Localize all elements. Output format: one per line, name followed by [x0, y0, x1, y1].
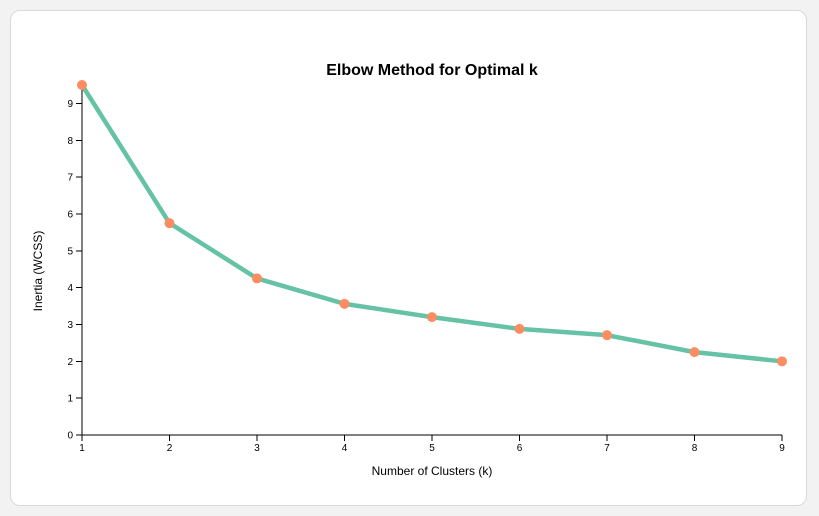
y-tick-label: 7	[67, 173, 73, 184]
plot-area	[77, 80, 787, 367]
data-point[interactable]	[77, 80, 87, 90]
x-tick-label: 2	[167, 443, 173, 454]
data-point[interactable]	[514, 323, 525, 334]
data-point[interactable]	[427, 312, 437, 323]
x-tick-label: 4	[342, 443, 348, 454]
x-tick-label: 7	[604, 443, 610, 454]
y-tick-label: 0	[67, 431, 73, 442]
y-tick-label: 6	[67, 209, 73, 220]
y-tick-label: 4	[67, 283, 73, 294]
elbow-chart: Elbow Method for Optimal k Number of Clu…	[31, 62, 787, 478]
y-tick-label: 9	[67, 99, 73, 110]
data-point[interactable]	[602, 330, 612, 341]
x-tick-label: 1	[79, 443, 85, 454]
x-tick-label: 9	[779, 443, 785, 454]
data-point[interactable]	[777, 356, 787, 367]
chart-card: Elbow Method for Optimal k Number of Clu…	[10, 10, 807, 506]
x-tick-label: 8	[692, 443, 698, 454]
y-tick-label: 8	[67, 136, 73, 147]
y-tick-label: 3	[67, 320, 73, 331]
y-tick-label: 2	[67, 357, 73, 368]
chart-title: Elbow Method for Optimal k	[326, 62, 538, 79]
x-tick-label: 3	[254, 443, 260, 454]
y-axis-label: Inertia (WCSS)	[31, 231, 45, 312]
data-point[interactable]	[689, 347, 700, 358]
x-tick-label: 5	[429, 443, 435, 454]
x-tick-label: 6	[517, 443, 523, 454]
data-point[interactable]	[252, 273, 262, 284]
y-tick-label: 5	[67, 246, 73, 257]
data-point[interactable]	[339, 298, 350, 309]
y-tick-label: 1	[67, 394, 73, 405]
data-point[interactable]	[164, 218, 175, 229]
x-axis-label: Number of Clusters (k)	[372, 464, 493, 478]
